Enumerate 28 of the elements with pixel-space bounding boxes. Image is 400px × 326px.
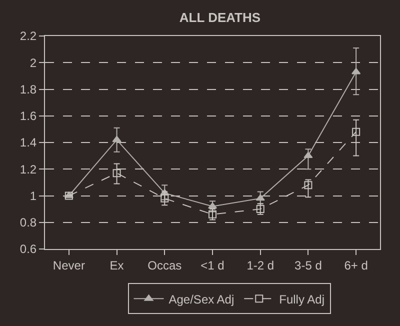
point xyxy=(352,68,361,74)
x-tick-label: 3-5 d xyxy=(294,258,322,272)
point xyxy=(112,136,122,142)
point xyxy=(160,194,169,202)
y-tick-label: 0.8 xyxy=(20,216,37,230)
chart-title: ALL DEATHS xyxy=(179,10,261,26)
y-tick-label: 1.8 xyxy=(20,82,37,96)
y-tick-label: 1.2 xyxy=(20,162,37,176)
x-tick-label: 1-2 d xyxy=(246,258,274,272)
x-tick-label: 6+ d xyxy=(344,258,368,272)
point xyxy=(208,202,218,209)
y-tick-label: 0.6 xyxy=(20,242,37,256)
x-tick-label: Occas xyxy=(148,258,182,272)
legend-label: Fully Adj xyxy=(279,292,324,306)
point xyxy=(352,128,360,136)
y-tick-label: 1.6 xyxy=(20,109,37,124)
point xyxy=(256,194,265,201)
y-tick-label: 1 xyxy=(30,188,37,203)
legend-label: Age/Sex Adj xyxy=(168,292,234,306)
x-tick-label: Ex xyxy=(110,258,124,272)
x-tick-label: <1 d xyxy=(200,258,224,272)
point xyxy=(112,169,121,178)
y-tick-label: 1.4 xyxy=(20,136,37,150)
point xyxy=(304,181,312,190)
point xyxy=(304,152,313,158)
y-tick-label: 2.2 xyxy=(20,29,37,44)
y-tick-label: 2 xyxy=(30,56,37,70)
x-tick-label: Never xyxy=(52,258,85,272)
